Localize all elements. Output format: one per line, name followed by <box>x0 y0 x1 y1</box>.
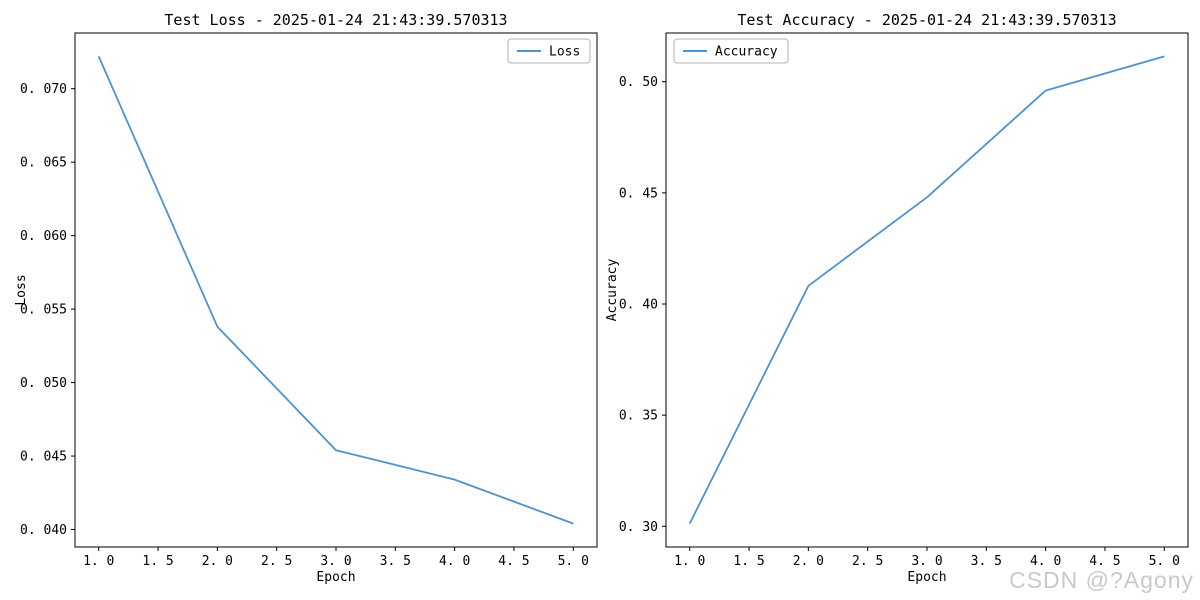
y-tick-label: 0. 050 <box>20 376 67 391</box>
legend-label: Accuracy <box>715 45 778 60</box>
x-tick-label: 2. 5 <box>261 554 292 569</box>
x-tick-label: 5. 0 <box>558 554 589 569</box>
legend-box <box>673 38 789 64</box>
y-tick-label: 0. 40 <box>619 298 658 313</box>
y-axis-label: Accuracy <box>605 259 620 322</box>
x-tick-label: 1. 0 <box>83 554 114 569</box>
chart-title: Test Loss - 2025-01-24 21:43:39.570313 <box>164 11 507 29</box>
y-tick-label: 0. 45 <box>619 186 658 201</box>
plot-frame <box>74 32 598 548</box>
x-tick-label: 4. 5 <box>498 554 529 569</box>
x-tick-label: 2. 0 <box>202 554 233 569</box>
legend: Loss <box>507 38 591 64</box>
x-axis-label: Epoch <box>907 570 946 585</box>
x-tick-label: 1. 5 <box>733 554 764 569</box>
legend-label: Loss <box>549 45 580 60</box>
x-tick-label: 5. 0 <box>1149 554 1180 569</box>
x-tick-label: 3. 5 <box>971 554 1002 569</box>
x-tick-label: 3. 0 <box>911 554 942 569</box>
legend-box <box>507 38 591 64</box>
y-tick-label: 0. 065 <box>20 156 67 171</box>
y-tick-label: 0. 060 <box>20 229 67 244</box>
y-tick-label: 0. 055 <box>20 303 67 318</box>
x-tick-label: 3. 5 <box>380 554 411 569</box>
loss-line <box>97 56 574 525</box>
x-tick-label: 4. 5 <box>1089 554 1120 569</box>
chart-title: Test Accuracy - 2025-01-24 21:43:39.5703… <box>737 11 1116 29</box>
y-tick-label: 0. 50 <box>619 75 658 90</box>
y-tick-label: 0. 070 <box>20 82 67 97</box>
y-tick-label: 0. 040 <box>20 523 67 538</box>
x-tick-label: 4. 0 <box>439 554 470 569</box>
x-tick-label: 3. 0 <box>320 554 351 569</box>
legend: Accuracy <box>673 38 789 64</box>
x-tick-label: 2. 5 <box>852 554 883 569</box>
x-axis-label: Epoch <box>316 570 355 585</box>
y-tick-label: 0. 30 <box>619 520 658 535</box>
accuracy-chart: 1. 0 1. 5 2. 0 2. 5 3. 0 3. 5 4. 0 4. 5 5. 0 0. 3… <box>605 11 1189 585</box>
y-tick-label: 0. 35 <box>619 409 658 424</box>
csdn-watermark: CSDN @?Agony <box>1009 567 1194 593</box>
y-tick-label: 0. 045 <box>20 450 67 465</box>
x-tick-label: 1. 0 <box>674 554 705 569</box>
x-tick-label: 2. 0 <box>793 554 824 569</box>
x-tick-label: 4. 0 <box>1030 554 1061 569</box>
plot-frame <box>665 32 1189 548</box>
x-tick-label: 1. 5 <box>142 554 173 569</box>
loss-chart: 1. 0 1. 5 2. 0 2. 5 3. 0 3. 5 4. 0 4. 5 5. 0 0. 0… <box>14 11 598 585</box>
accuracy-line <box>688 55 1165 525</box>
y-axis-label: Loss <box>14 274 29 305</box>
